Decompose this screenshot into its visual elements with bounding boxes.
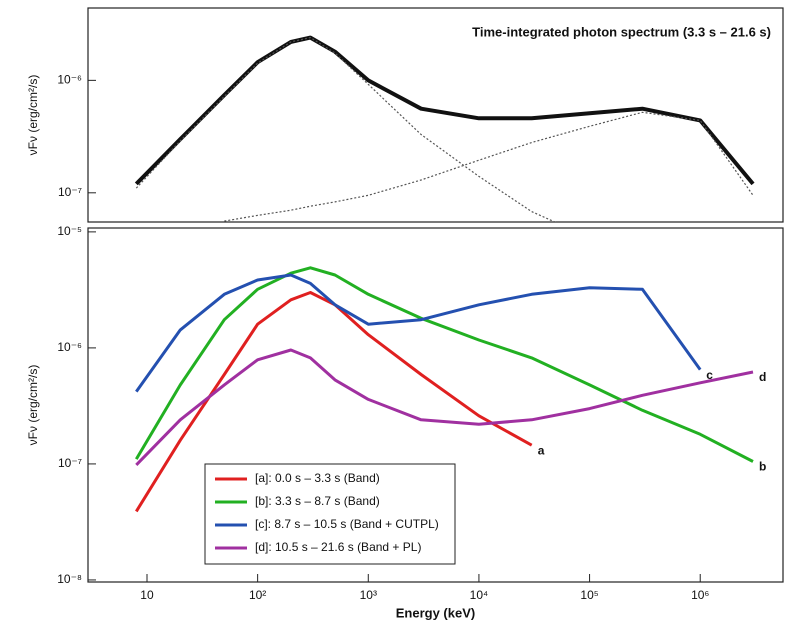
end-label: a (538, 443, 545, 457)
legend-label: [d]: 10.5 s – 21.6 s (Band + PL) (255, 540, 421, 554)
x-tick-label: 10² (249, 588, 266, 602)
x-tick-label: 10⁴ (470, 588, 489, 602)
chart-title: Time-integrated photon spectrum (3.3 s –… (472, 24, 771, 39)
y-tick-label: 10⁻⁵ (57, 224, 82, 238)
series-line (135, 36, 557, 222)
y-axis-label: νFν (erg/cm²/s) (26, 75, 40, 156)
series-line (134, 35, 755, 186)
y-tick-label: 10⁻⁷ (58, 456, 82, 470)
plot-frame (87, 227, 784, 583)
legend-label: [c]: 8.7 s – 10.5 s (Band + CUTPL) (255, 517, 439, 531)
y-axis-label: νFν (erg/cm²/s) (26, 365, 40, 446)
x-tick-label: 10³ (360, 588, 377, 602)
series-line (135, 348, 754, 466)
plot-area (134, 35, 755, 222)
y-tick-label: 10⁻⁶ (57, 340, 82, 354)
end-label: c (706, 368, 713, 382)
series-line (135, 266, 754, 463)
y-tick-label: 10⁻⁷ (58, 185, 82, 199)
legend-label: [b]: 3.3 s – 8.7 s (Band) (255, 494, 380, 508)
x-axis-label: Energy (keV) (396, 605, 475, 620)
x-tick-label: 10⁶ (691, 588, 709, 602)
series-line (135, 273, 702, 393)
x-tick-label: 10 (140, 588, 154, 602)
x-tick-label: 10⁵ (580, 588, 598, 602)
y-tick-label: 10⁻⁸ (57, 572, 82, 586)
end-label: d (759, 370, 766, 384)
series-line (224, 111, 754, 222)
plot-frame (87, 7, 784, 223)
plot-area (135, 266, 754, 513)
y-tick-label: 10⁻⁶ (57, 73, 82, 87)
end-label: b (759, 460, 766, 474)
legend-label: [a]: 0.0 s – 3.3 s (Band) (255, 471, 380, 485)
